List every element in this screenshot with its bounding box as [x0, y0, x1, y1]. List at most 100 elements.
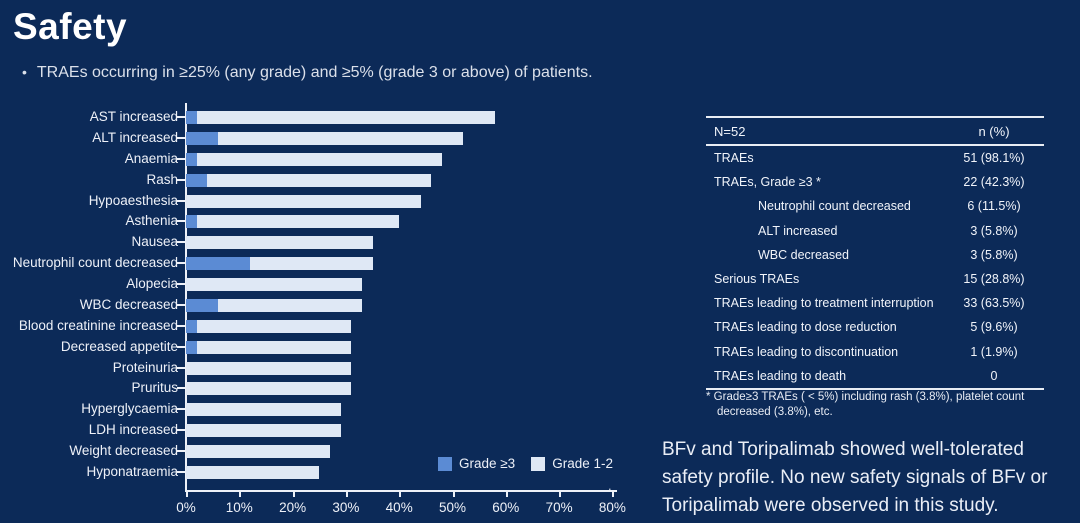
table-row-value: 15 (28.8%) [963, 272, 1025, 287]
bar-segment-grade3 [186, 173, 208, 187]
table-row: TRAEs leading to dose reduction 5 (9.6%) [706, 315, 1044, 339]
chart-legend: Grade ≥3 Grade 1-2 [438, 456, 613, 471]
y-tick-dash [177, 429, 185, 432]
table-row: TRAEs leading to death 0 [706, 364, 1044, 388]
table-row: TRAEs, Grade ≥3 * 22 (42.3%) [706, 170, 1044, 194]
bar-segment-grade3 [186, 298, 218, 312]
x-axis-tick [452, 491, 455, 497]
y-tick-dash [177, 220, 185, 223]
x-axis-tick [345, 491, 348, 497]
category-label: Alopecia [126, 276, 178, 292]
x-tick-label: 80% [598, 500, 626, 515]
category-label: LDH increased [88, 422, 178, 438]
table-row: ALT increased 3 (5.8%) [706, 219, 1044, 243]
table-row: TRAEs leading to discontinuation 1 (1.9%) [706, 340, 1044, 364]
y-tick-dash [177, 262, 185, 265]
bar-segment-grade12 [186, 465, 320, 479]
legend-item-grade3: Grade ≥3 [438, 456, 515, 471]
table-row: TRAEs leading to treatment interruption 3… [706, 291, 1044, 315]
bar-segment-grade3 [186, 340, 197, 354]
category-label: Neutrophil count decreased [12, 255, 178, 271]
bar-segment-grade12 [186, 424, 341, 438]
y-tick-dash [177, 157, 185, 160]
table-row-label: TRAEs leading to dose reduction [714, 320, 897, 335]
table-row-value: 6 (11.5%) [967, 199, 1021, 214]
legend-swatch-grade3 [438, 456, 452, 471]
bar-segment-grade3 [186, 215, 197, 229]
y-tick-dash [177, 241, 185, 244]
bullet-text: TRAEs occurring in ≥25% (any grade) and … [36, 64, 593, 81]
table-row-value: 33 (63.5%) [963, 296, 1025, 311]
conclusion-line: safety profile. No new safety signals of… [662, 467, 1048, 488]
bar-segment-grade3 [186, 152, 197, 166]
x-tick-label: 70% [545, 500, 573, 515]
y-tick-dash [177, 366, 185, 369]
bar-segment-grade3 [186, 319, 197, 333]
legend-label-grade3: Grade ≥3 [459, 456, 516, 471]
y-tick-dash [177, 303, 185, 306]
table-row-label: Neutrophil count decreased [758, 199, 911, 214]
legend-item-grade12: Grade 1-2 [531, 456, 613, 471]
y-tick-dash [177, 450, 185, 453]
x-axis-tick [292, 491, 295, 497]
table-footnote: * Grade≥3 TRAEs ( < 5%) including rash (… [706, 390, 1051, 420]
conclusion-text: BFv and Toripalimab showed well-tolerate… [662, 436, 1080, 520]
x-axis-tick [612, 491, 615, 497]
bar-segment-grade12 [217, 298, 362, 312]
bar-segment-grade12 [217, 131, 464, 145]
bar-segment-grade12 [186, 403, 341, 417]
table-row-value: 51 (98.1%) [963, 151, 1025, 166]
x-tick-label: 20% [279, 500, 307, 515]
conclusion-line: Toripalimab were observed in this study. [662, 495, 999, 516]
bullet-line: • TRAEs occurring in ≥25% (any grade) an… [22, 64, 593, 82]
bar-segment-grade12 [196, 111, 496, 124]
bar-segment-grade12 [249, 257, 373, 271]
x-tick-label: 30% [332, 500, 360, 515]
bar-segment-grade12 [207, 173, 432, 187]
table-row-value: 3 (5.8%) [970, 247, 1018, 262]
category-label: Weight decreased [69, 443, 178, 459]
bar-segment-grade12 [186, 361, 352, 375]
table-row: Neutrophil count decreased 6 (11.5%) [706, 194, 1044, 218]
category-label: Hypoaesthesia [88, 192, 178, 208]
y-tick-dash [177, 408, 185, 411]
bar-segment-grade12 [186, 382, 352, 396]
category-label: AST increased [89, 109, 178, 124]
legend-label-grade12: Grade 1-2 [552, 456, 613, 471]
table-header-npct: n (%) [978, 123, 1010, 139]
bar-segment-grade3 [186, 257, 250, 271]
table-body: TRAEs 51 (98.1%) TRAEs, Grade ≥3 * 22 (42.3… [706, 146, 1044, 390]
x-tick-label: 0% [176, 500, 196, 515]
conclusion-line: BFv and Toripalimab showed well-tolerate… [662, 439, 1024, 460]
table-row: Serious TRAEs 15 (28.8%) [706, 267, 1044, 291]
y-tick-dash [177, 283, 185, 286]
y-tick-dash [177, 345, 185, 348]
y-tick-dash [177, 324, 185, 327]
category-label: Nausea [131, 234, 178, 250]
category-label: Anaemia [124, 150, 178, 166]
x-axis-tick [505, 491, 508, 497]
y-tick-dash [177, 387, 185, 390]
table-row-label: TRAEs leading to discontinuation [714, 344, 899, 359]
category-label: Asthenia [125, 213, 178, 229]
category-label: Rash [146, 171, 178, 187]
category-label: ALT increased [92, 129, 178, 145]
table-row-value: 3 (5.8%) [970, 223, 1018, 238]
y-tick-dash [177, 178, 185, 181]
table-row-label: TRAEs [714, 151, 754, 166]
table-header-n: N=52 [714, 123, 746, 139]
table-row-label: TRAEs leading to death [714, 368, 847, 383]
x-axis-tick [239, 491, 242, 497]
table-row: TRAEs 51 (98.1%) [706, 146, 1044, 170]
x-axis-tick [186, 491, 188, 497]
y-axis-line [185, 103, 187, 491]
bar-segment-grade3 [186, 111, 197, 124]
footnote-line: decreased (3.8%), etc. [717, 406, 833, 418]
table-row-value: 1 (1.9%) [970, 344, 1018, 359]
bullet-marker: • [22, 64, 27, 80]
category-label: Hyponatraemia [86, 463, 178, 479]
table-row-value: 22 (42.3%) [963, 175, 1025, 190]
bar-segment-grade12 [196, 215, 400, 229]
